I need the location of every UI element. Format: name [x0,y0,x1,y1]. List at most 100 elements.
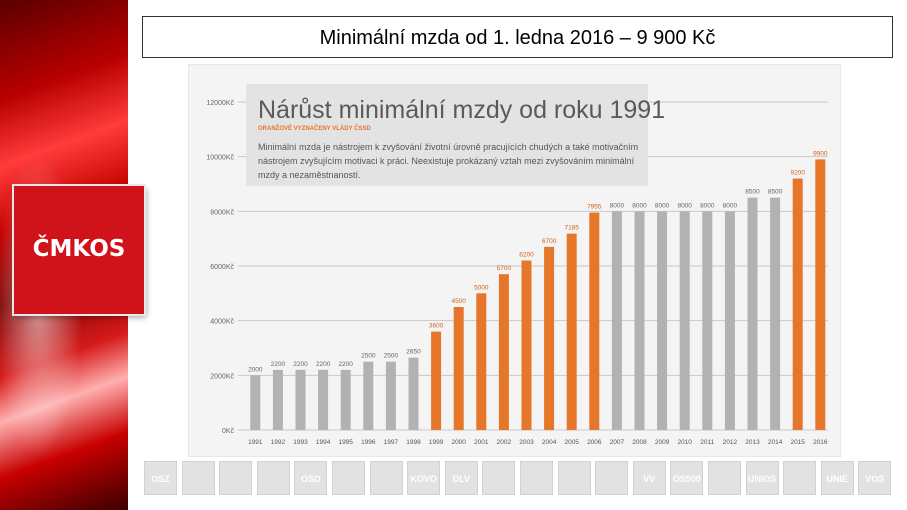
bar-2013 [747,197,758,430]
bar-2006 [589,212,600,430]
bar-1993 [295,369,306,430]
y-tick-label: 2000Kč [210,373,234,380]
union-logo [783,461,817,495]
value-label: 9200 [790,170,805,177]
union-logo [708,461,741,495]
bar-1999 [431,331,442,430]
value-label: 7955 [587,204,602,211]
union-logo: UNIE [820,461,854,495]
slide-title-box: Minimální mzda od 1. ledna 2016 – 9 900 … [142,16,893,58]
minimum-wage-chart: 0Kč 2000Kč 4000Kč 6000Kč 8000Kč 10000Kč 12000K… [188,64,841,457]
value-label: 2200 [293,361,308,368]
x-tick-label: 2012 [723,439,738,446]
y-tick-label: 8000Kč [210,209,234,216]
x-tick-label: 2011 [700,439,714,446]
x-tick-label: 2013 [745,439,760,446]
bar-2012 [724,211,735,430]
x-tick-label: 1996 [361,439,376,446]
x-tick-label: 1994 [316,439,331,446]
cmkos-logo: ČMKOS [14,186,144,314]
y-tick-label: 10000Kč [206,155,234,162]
value-label: 6200 [519,252,534,259]
y-tick-label: 0Kč [222,428,235,435]
value-label: 2200 [338,361,353,368]
chart-subtitle: ORANŽOVĚ VYZNAČENY VLÁDY ČSSD [258,124,371,132]
y-tick-label: 6000Kč [210,264,234,271]
x-tick-label: 2009 [655,439,670,446]
union-logo [256,461,290,495]
union-logo: OS500 [670,461,704,495]
value-label: 8000 [610,202,625,209]
x-tick-label: 2015 [790,439,805,446]
x-tick-label: 1991 [248,439,263,446]
value-label: 8000 [632,202,647,209]
value-label: 2500 [361,353,376,360]
bar-2005 [566,233,577,430]
bar-2016 [815,159,826,430]
x-tick-label: 2008 [632,439,647,446]
union-logo [557,461,591,495]
value-label: 8000 [700,202,715,209]
bar-2004 [544,246,555,430]
x-tick-label: 2016 [813,439,828,446]
bar-2009 [657,211,668,430]
union-logo: KOVO [407,461,441,495]
value-label: 3600 [429,323,444,330]
value-label: 9900 [813,150,828,157]
x-tick-label: 2007 [610,439,625,446]
chart-description: Minimální mzda je nástrojem k zvyšování … [258,142,639,180]
bar-1997 [385,361,396,430]
bar-2001 [476,293,487,430]
value-label: 4500 [451,298,466,305]
bar-2003 [521,260,532,430]
union-logo: OSZ [144,461,177,495]
value-label: 5700 [497,265,512,272]
chart-title: Nárůst minimální mzdy od roku 1991 [258,96,665,124]
value-label: 2650 [406,349,421,356]
union-logo [595,461,629,495]
chart-description-wrap: Minimální mzda je nástrojem k zvyšování … [258,142,639,180]
member-unions-logo-strip: OSZ OSD KOVO DLV VV OS500 UNIOS UNIE VOS [144,461,894,495]
y-tick-label: 12000Kč [206,100,234,107]
union-logo [482,461,516,495]
bar-2000 [453,307,464,430]
value-label: 2200 [316,361,331,368]
union-logo [520,461,553,495]
bar-1992 [272,369,283,430]
value-label: 8000 [655,202,670,209]
value-label: 8000 [723,202,738,209]
x-tick-label: 1999 [429,439,444,446]
bar-2011 [702,211,713,430]
value-label: 8500 [768,189,783,196]
slide-title: Minimální mzda od 1. ledna 2016 – 9 900 … [319,27,716,49]
bar-1991 [250,375,261,430]
union-logo: DLV [444,461,478,495]
bar-2010 [679,211,690,430]
x-tick-label: 1998 [406,439,421,446]
value-label: 6700 [542,238,557,245]
value-label: 2500 [384,353,399,360]
union-logo: UNIOS [745,461,779,495]
x-tick-label: 1995 [338,439,353,446]
bar-2007 [611,211,622,430]
union-logo [181,461,215,495]
x-tick-label: 2002 [497,439,512,446]
union-logo [369,461,403,495]
union-logo: VV [632,461,666,495]
bar-2008 [634,211,645,430]
x-tick-label: 2001 [474,439,489,446]
bar-1995 [340,369,351,430]
x-tick-label: 1997 [384,439,399,446]
value-label: 8500 [745,189,760,196]
bar-1994 [318,369,329,430]
y-tick-label: 4000Kč [210,319,234,326]
x-tick-label: 2014 [768,439,783,446]
union-logo [332,461,365,495]
value-label: 2000 [248,366,263,373]
logo-text: ČMKOS [32,236,126,262]
x-tick-label: 2005 [564,439,579,446]
x-tick-label: 2006 [587,439,602,446]
value-label: 5000 [474,284,489,291]
bar-2015 [792,178,803,430]
bar-1998 [408,357,419,430]
